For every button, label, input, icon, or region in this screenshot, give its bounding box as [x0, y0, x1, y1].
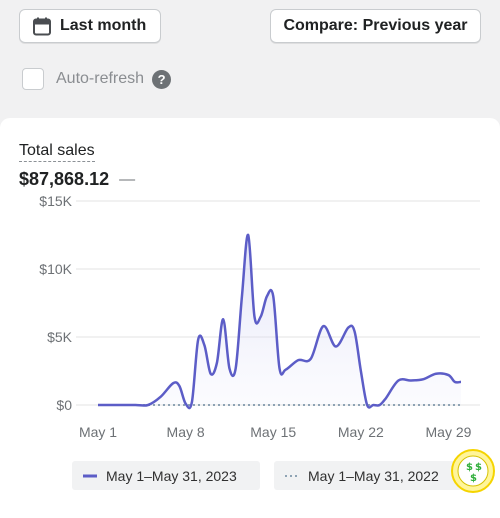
series-2023-area	[98, 234, 461, 409]
y-tick-label: $0	[56, 397, 72, 413]
auto-refresh-label: Auto-refresh	[56, 70, 145, 87]
x-tick-label: May 15	[250, 424, 296, 440]
x-tick-label: May 29	[426, 424, 472, 440]
calendar-icon	[33, 17, 51, 36]
metric-title[interactable]: Total sales	[19, 142, 95, 162]
y-tick-label: $15K	[39, 193, 72, 209]
legend-solid-line-swatch	[83, 474, 97, 477]
brand-logo: $ $ $	[451, 449, 495, 493]
metric-row: $87,868.12 —	[19, 169, 135, 190]
x-tick-label: May 22	[338, 424, 384, 440]
legend-label-2022: May 1–May 31, 2022	[308, 467, 439, 484]
metric-value: $87,868.12	[19, 169, 110, 189]
y-tick-label: $10K	[39, 261, 72, 277]
compare-label: Compare: Previous year	[283, 17, 468, 34]
x-tick-label: May 1	[79, 424, 117, 440]
auto-refresh-checkbox[interactable]	[22, 68, 44, 90]
date-range-label: Last month	[60, 17, 147, 34]
auto-refresh-row: Auto-refresh ?	[22, 68, 172, 90]
metric-comparison: —	[119, 170, 136, 188]
legend-item-2023[interactable]: May 1–May 31, 2023	[72, 461, 260, 490]
date-range-button[interactable]: Last month	[19, 9, 161, 43]
question-circle-icon[interactable]: ?	[152, 69, 172, 89]
legend-label-2023: May 1–May 31, 2023	[106, 467, 237, 484]
svg-text:$: $	[475, 462, 482, 473]
x-tick-label: May 8	[167, 424, 205, 440]
svg-text:$: $	[466, 462, 473, 473]
legend-dotted-line-swatch	[285, 474, 299, 477]
compare-button[interactable]: Compare: Previous year	[270, 9, 481, 43]
y-tick-label: $5K	[47, 329, 73, 345]
svg-text:$: $	[470, 473, 477, 484]
legend-item-2022[interactable]: May 1–May 31, 2022	[274, 461, 462, 490]
series-2023-line	[98, 233, 462, 410]
sales-chart: $0 $5K $10K $15K May 1 May 8 May 15 May 22 May 2…	[39, 193, 480, 440]
